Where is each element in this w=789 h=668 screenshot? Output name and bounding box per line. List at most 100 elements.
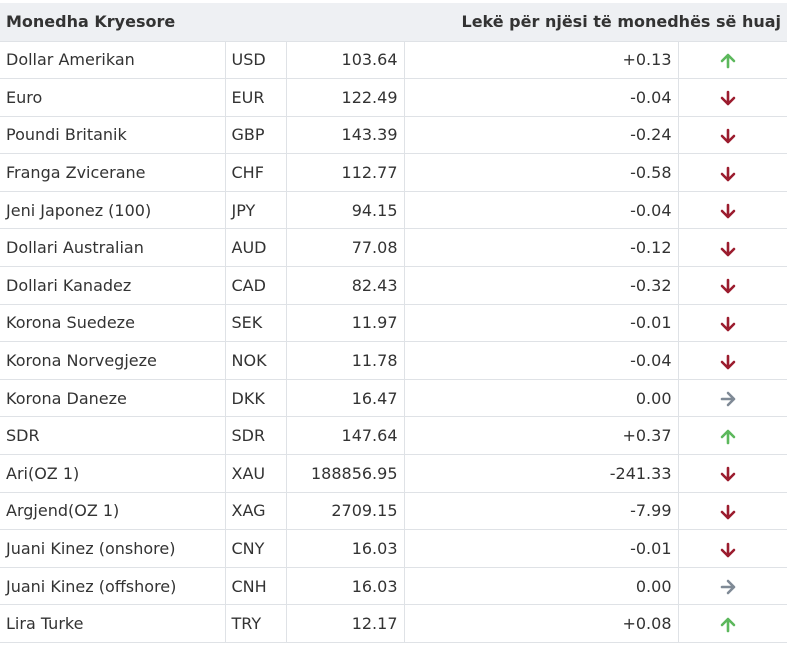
- currency-name: Euro: [0, 78, 225, 117]
- currency-name: Korona Norvegjeze: [0, 341, 225, 380]
- arrow-right-icon: [720, 577, 736, 596]
- rate-value: 11.78: [285, 341, 404, 380]
- rate-value: 11.97: [285, 303, 404, 342]
- arrow-down-icon: [720, 125, 736, 144]
- rate-value: 16.03: [285, 566, 404, 605]
- currency-code: SDR: [224, 416, 286, 455]
- currency-name: SDR: [0, 416, 225, 455]
- rate-value: 12.17: [285, 604, 404, 643]
- rate-value: 103.64: [285, 40, 404, 79]
- exchange-rates-table: Monedha Kryesore Lekë për njësi të moned…: [0, 3, 788, 643]
- arrow-down-icon: [720, 88, 736, 107]
- table-row: Euro EUR 122.49 -0.04: [0, 78, 788, 117]
- trend-cell: [677, 491, 788, 530]
- trend-cell: [677, 604, 788, 643]
- arrow-down-icon: [720, 313, 736, 332]
- currency-name: Poundi Britanik: [0, 115, 225, 154]
- trend-cell: [677, 416, 788, 455]
- rate-change: -0.01: [403, 529, 678, 568]
- arrow-up-icon: [720, 426, 736, 445]
- table-row: Dollari Australian AUD 77.08 -0.12: [0, 228, 788, 267]
- currency-name: Dollar Amerikan: [0, 40, 225, 79]
- table-row: Korona Suedeze SEK 11.97 -0.01: [0, 303, 788, 342]
- rate-change: -0.04: [403, 190, 678, 229]
- currency-name: Dollari Australian: [0, 228, 225, 267]
- currency-code: JPY: [224, 190, 286, 229]
- currency-code: GBP: [224, 115, 286, 154]
- currency-code: DKK: [224, 378, 286, 417]
- currency-code: XAG: [224, 491, 286, 530]
- rate-change: -0.12: [403, 228, 678, 267]
- header-unit: Lekë për njësi të monedhës së huaj: [461, 12, 782, 32]
- rate-change: -0.24: [403, 115, 678, 154]
- rate-value: 94.15: [285, 190, 404, 229]
- currency-name: Lira Turke: [0, 604, 225, 643]
- trend-cell: [677, 153, 788, 192]
- rate-value: 16.47: [285, 378, 404, 417]
- arrow-down-icon: [720, 238, 736, 257]
- header-currency: Monedha Kryesore: [6, 12, 176, 32]
- table-row: Juani Kinez (offshore) CNH 16.03 0.00: [0, 566, 788, 605]
- trend-cell: [677, 529, 788, 568]
- rate-change: -241.33: [403, 454, 678, 493]
- rate-value: 188856.95: [285, 454, 404, 493]
- currency-name: Argjend(OZ 1): [0, 491, 225, 530]
- currency-name: Korona Daneze: [0, 378, 225, 417]
- trend-cell: [677, 190, 788, 229]
- rate-value: 16.03: [285, 529, 404, 568]
- currency-name: Juani Kinez (offshore): [0, 566, 225, 605]
- currency-code: CAD: [224, 266, 286, 305]
- arrow-right-icon: [720, 389, 736, 408]
- arrow-down-icon: [720, 501, 736, 520]
- table-row: Korona Norvegjeze NOK 11.78 -0.04: [0, 341, 788, 380]
- trend-cell: [677, 78, 788, 117]
- table-row: Franga Zvicerane CHF 112.77 -0.58: [0, 153, 788, 192]
- currency-name: Juani Kinez (onshore): [0, 529, 225, 568]
- table-row: Jeni Japonez (100) JPY 94.15 -0.04: [0, 190, 788, 229]
- arrow-up-icon: [720, 50, 736, 69]
- currency-code: SEK: [224, 303, 286, 342]
- trend-cell: [677, 566, 788, 605]
- trend-cell: [677, 228, 788, 267]
- rate-value: 147.64: [285, 416, 404, 455]
- trend-cell: [677, 115, 788, 154]
- currency-name: Ari(OZ 1): [0, 454, 225, 493]
- rate-change: 0.00: [403, 378, 678, 417]
- currency-code: AUD: [224, 228, 286, 267]
- trend-cell: [677, 40, 788, 79]
- arrow-down-icon: [720, 464, 736, 483]
- table-row: Lira Turke TRY 12.17 +0.08: [0, 604, 788, 643]
- rate-change: -0.04: [403, 78, 678, 117]
- currency-code: XAU: [224, 454, 286, 493]
- table-row: SDR SDR 147.64 +0.37: [0, 416, 788, 455]
- currency-code: EUR: [224, 78, 286, 117]
- rate-value: 77.08: [285, 228, 404, 267]
- arrow-down-icon: [720, 276, 736, 295]
- rate-change: -0.01: [403, 303, 678, 342]
- arrow-down-icon: [720, 539, 736, 558]
- currency-name: Korona Suedeze: [0, 303, 225, 342]
- currency-name: Jeni Japonez (100): [0, 190, 225, 229]
- rate-change: -0.04: [403, 341, 678, 380]
- table-row: Ari(OZ 1) XAU 188856.95 -241.33: [0, 454, 788, 493]
- table-row: Korona Daneze DKK 16.47 0.00: [0, 378, 788, 417]
- arrow-down-icon: [720, 201, 736, 220]
- currency-name: Dollari Kanadez: [0, 266, 225, 305]
- table-row: Dollari Kanadez CAD 82.43 -0.32: [0, 266, 788, 305]
- table-header: Monedha Kryesore Lekë për njësi të moned…: [0, 3, 788, 41]
- rate-value: 2709.15: [285, 491, 404, 530]
- rate-value: 122.49: [285, 78, 404, 117]
- rate-change: +0.13: [403, 40, 678, 79]
- rate-change: -0.32: [403, 266, 678, 305]
- arrow-down-icon: [720, 351, 736, 370]
- arrow-down-icon: [720, 163, 736, 182]
- currency-code: USD: [224, 40, 286, 79]
- trend-cell: [677, 341, 788, 380]
- rate-value: 143.39: [285, 115, 404, 154]
- table-body: Dollar Amerikan USD 103.64 +0.13 Euro EUR 122.…: [0, 40, 788, 643]
- rate-value: 112.77: [285, 153, 404, 192]
- trend-cell: [677, 266, 788, 305]
- trend-cell: [677, 378, 788, 417]
- rate-change: -7.99: [403, 491, 678, 530]
- arrow-up-icon: [720, 614, 736, 633]
